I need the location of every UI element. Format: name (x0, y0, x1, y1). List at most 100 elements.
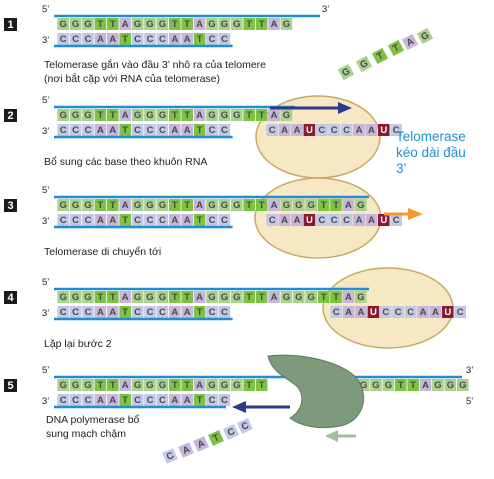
base-letter: C (85, 125, 92, 136)
base-letter: G (72, 292, 79, 303)
base-a (169, 306, 181, 318)
base-g (144, 291, 156, 303)
base-letter: A (271, 110, 278, 121)
base-letter: A (432, 307, 439, 318)
base-c (57, 124, 69, 136)
base-letter: G (84, 292, 91, 303)
telomerase-side-label: 3’ (396, 161, 407, 176)
base-g (280, 199, 293, 211)
three-prime-label: 3’ (42, 35, 49, 46)
base-c (69, 394, 82, 406)
base-g (280, 291, 293, 303)
base-t (94, 291, 107, 303)
base-letter: T (122, 307, 128, 318)
base-letter: G (146, 380, 153, 391)
base-t (243, 18, 255, 30)
base-c (218, 394, 231, 406)
base-g (57, 109, 69, 121)
base-letter: A (345, 200, 352, 211)
base-c (392, 306, 404, 318)
polymerase-direction-arrow-head (325, 430, 338, 442)
base-c (340, 124, 353, 136)
base-letter: G (72, 200, 79, 211)
base-letter: T (184, 200, 190, 211)
base-letter: T (246, 110, 252, 121)
base-c (57, 306, 69, 318)
base-a (365, 124, 378, 136)
telomerase-side-label: Telomerase (396, 129, 466, 144)
base-a (107, 394, 119, 406)
base-letter: C (240, 420, 251, 433)
base-c (82, 124, 94, 136)
base-letter: A (368, 125, 375, 136)
base-letter: T (333, 200, 339, 211)
base-g (131, 379, 144, 391)
base-letter: T (110, 380, 116, 391)
base-a (365, 214, 378, 226)
step-number: 1 (7, 19, 13, 31)
base-letter: G (208, 380, 215, 391)
base-letter: T (184, 110, 190, 121)
base-letter: C (147, 125, 154, 136)
base-letter: C (318, 215, 325, 226)
base-letter: C (221, 34, 228, 45)
base-letter: T (110, 292, 116, 303)
base-a (342, 199, 355, 211)
base-letter: T (97, 380, 103, 391)
base-letter: T (184, 292, 190, 303)
base-letter: T (321, 200, 327, 211)
base-letter: C (209, 125, 216, 136)
base-letter: C (147, 307, 154, 318)
step-number: 4 (7, 292, 14, 304)
step-number: 5 (7, 380, 13, 392)
base-letter: C (221, 125, 228, 136)
base-t (107, 291, 119, 303)
base-a (169, 33, 181, 45)
base-a (193, 291, 206, 303)
base-g (131, 199, 144, 211)
base-letter: A (281, 215, 288, 226)
base-letter: C (85, 215, 92, 226)
base-c (218, 124, 231, 136)
base-t (255, 18, 268, 30)
free-base (355, 55, 373, 73)
base-g (82, 109, 94, 121)
base-a (94, 394, 107, 406)
base-g (82, 18, 94, 30)
base-t (243, 291, 255, 303)
base-u (378, 124, 390, 136)
base-a (181, 394, 193, 406)
free-base (162, 448, 178, 464)
base-letter: C (159, 34, 166, 45)
base-t (107, 199, 119, 211)
base-t (119, 306, 131, 318)
step-number-box (4, 18, 17, 31)
step-caption: Telomerase di chuyển tới (44, 246, 161, 258)
base-letter: G (358, 58, 370, 71)
base-letter: G (221, 200, 228, 211)
base-g (144, 18, 156, 30)
base-letter: T (97, 19, 103, 30)
base-a (417, 306, 429, 318)
base-c (266, 214, 278, 226)
base-a (353, 124, 365, 136)
step-caption: sung mạch chậm (46, 428, 126, 440)
base-letter: A (356, 125, 363, 136)
base-letter: G (134, 380, 141, 391)
free-base (416, 27, 434, 45)
base-letter: A (196, 19, 203, 30)
base-a (429, 306, 442, 318)
base-letter: G (233, 292, 240, 303)
extension-arrow-head (338, 102, 352, 114)
base-letter: G (60, 380, 67, 391)
base-t (243, 199, 255, 211)
base-u (378, 214, 390, 226)
base-t (169, 18, 181, 30)
base-t (169, 379, 181, 391)
base-letter: C (209, 307, 216, 318)
base-g (156, 379, 169, 391)
base-letter: A (109, 215, 116, 226)
base-letter: A (184, 307, 191, 318)
